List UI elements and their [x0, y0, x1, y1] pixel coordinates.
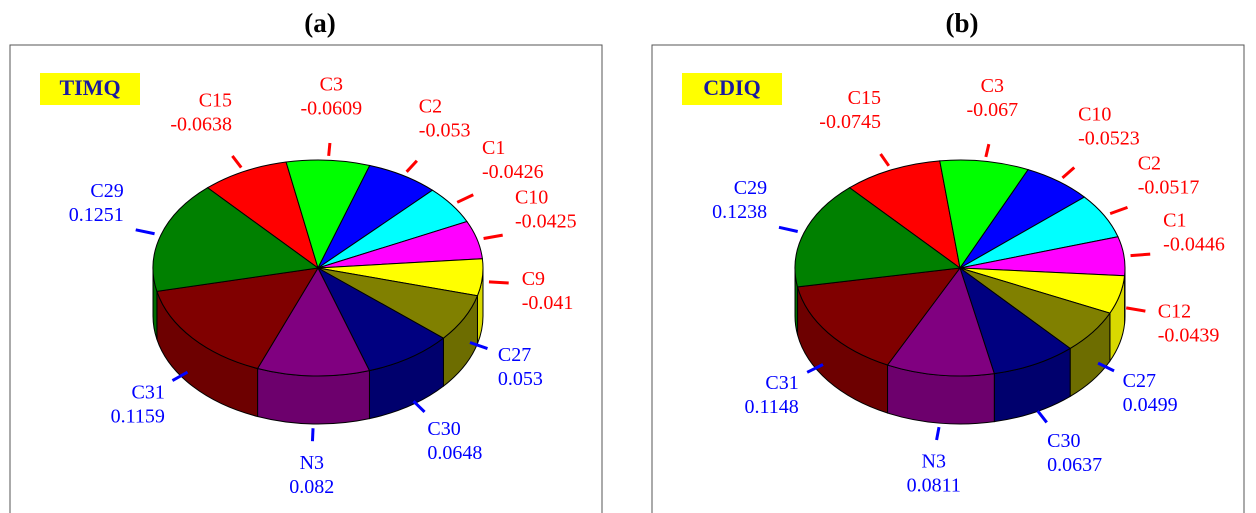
- slice-name: C3: [981, 75, 1004, 97]
- slice-name: C1: [1163, 210, 1186, 232]
- slice-name: C15: [199, 89, 232, 111]
- leader-line: [327, 142, 332, 157]
- slice: [886, 266, 995, 377]
- leader-line: [469, 341, 488, 350]
- slice-value: 0.1251: [69, 204, 124, 226]
- slice-value: 0.053: [498, 368, 543, 390]
- slice-value: -0.0425: [515, 210, 577, 232]
- slice-name: C9: [522, 268, 545, 290]
- slice-value: 0.1159: [111, 405, 165, 427]
- leader-line: [1061, 166, 1076, 180]
- slice-value: -0.0517: [1138, 176, 1200, 198]
- slice: [152, 187, 320, 292]
- leader-line: [405, 159, 418, 173]
- slice-name: C2: [419, 95, 442, 117]
- slice-value: -0.0638: [170, 113, 232, 135]
- slice-name: C10: [1078, 104, 1111, 126]
- panel-frame: [9, 44, 603, 513]
- slice-value: 0.082: [289, 476, 334, 498]
- slice-side: [257, 367, 370, 425]
- slice-name: C30: [427, 418, 460, 440]
- leader-line: [778, 225, 799, 233]
- slice-value: -0.0446: [1163, 234, 1225, 256]
- annotation: TIMQ: [59, 75, 120, 100]
- slice: [959, 266, 1072, 375]
- slice: [206, 161, 319, 270]
- slice-name: N3: [922, 450, 946, 472]
- annotation: CDIQ: [703, 75, 760, 100]
- leader-line: [412, 400, 426, 414]
- slice-value: 0.0637: [1047, 454, 1102, 476]
- slice-value: 0.0811: [907, 474, 961, 496]
- chart-title: (a): [304, 8, 335, 38]
- slice-value: -0.0439: [1158, 325, 1220, 347]
- slice-name: C30: [1047, 430, 1080, 452]
- slice-name: C29: [90, 180, 123, 202]
- slice-value: -0.041: [522, 292, 574, 314]
- slice-value: -0.0523: [1078, 128, 1140, 150]
- chart-title: (b): [946, 8, 979, 38]
- leader-line: [310, 428, 315, 442]
- slice-name: C27: [1123, 370, 1156, 392]
- slice-name: C15: [848, 87, 881, 109]
- leader-line: [984, 143, 991, 158]
- leader-line: [231, 155, 243, 169]
- slice-name: C29: [734, 177, 767, 199]
- slice-value: -0.0426: [482, 161, 544, 183]
- tag-box: [40, 73, 140, 105]
- slice-value: -0.053: [419, 119, 471, 141]
- slice: [316, 266, 445, 372]
- slice: [848, 160, 961, 270]
- leader-line: [1036, 410, 1048, 424]
- slice-name: C3: [320, 74, 343, 96]
- slice: [796, 267, 962, 366]
- tag-box: [682, 73, 782, 105]
- leader-line: [135, 228, 155, 236]
- slice-value: 0.0648: [427, 442, 482, 464]
- slice-value: -0.0745: [819, 111, 881, 133]
- slice-value: 0.1238: [712, 201, 767, 223]
- slice-name: C2: [1138, 152, 1161, 174]
- leader-line: [456, 193, 474, 204]
- slice: [794, 187, 962, 288]
- leader-line: [488, 280, 509, 285]
- leader-line: [1097, 361, 1115, 373]
- panel-frame: [651, 44, 1245, 513]
- slice-value: -0.0609: [301, 98, 363, 120]
- leader-line: [935, 426, 941, 441]
- slice-name: C1: [482, 137, 505, 159]
- leader-line: [1109, 205, 1129, 216]
- slice-value: 0.1148: [744, 396, 798, 418]
- slice-name: C10: [515, 186, 548, 208]
- slice-value: -0.067: [967, 99, 1019, 121]
- leader-line: [879, 153, 891, 167]
- slice: [256, 266, 371, 377]
- slice-name: N3: [300, 452, 324, 474]
- slice-name: C31: [132, 381, 165, 403]
- leader-line: [1125, 306, 1146, 313]
- slice-name: C31: [765, 372, 798, 394]
- leader-line: [483, 233, 503, 240]
- leader-line: [171, 370, 189, 382]
- leader-line: [1130, 252, 1151, 258]
- slice-name: C27: [498, 344, 531, 366]
- slice: [939, 159, 1029, 270]
- leader-line: [806, 363, 824, 374]
- slice-value: 0.0499: [1123, 394, 1178, 416]
- slice: [156, 267, 319, 370]
- slice-name: C12: [1158, 301, 1191, 323]
